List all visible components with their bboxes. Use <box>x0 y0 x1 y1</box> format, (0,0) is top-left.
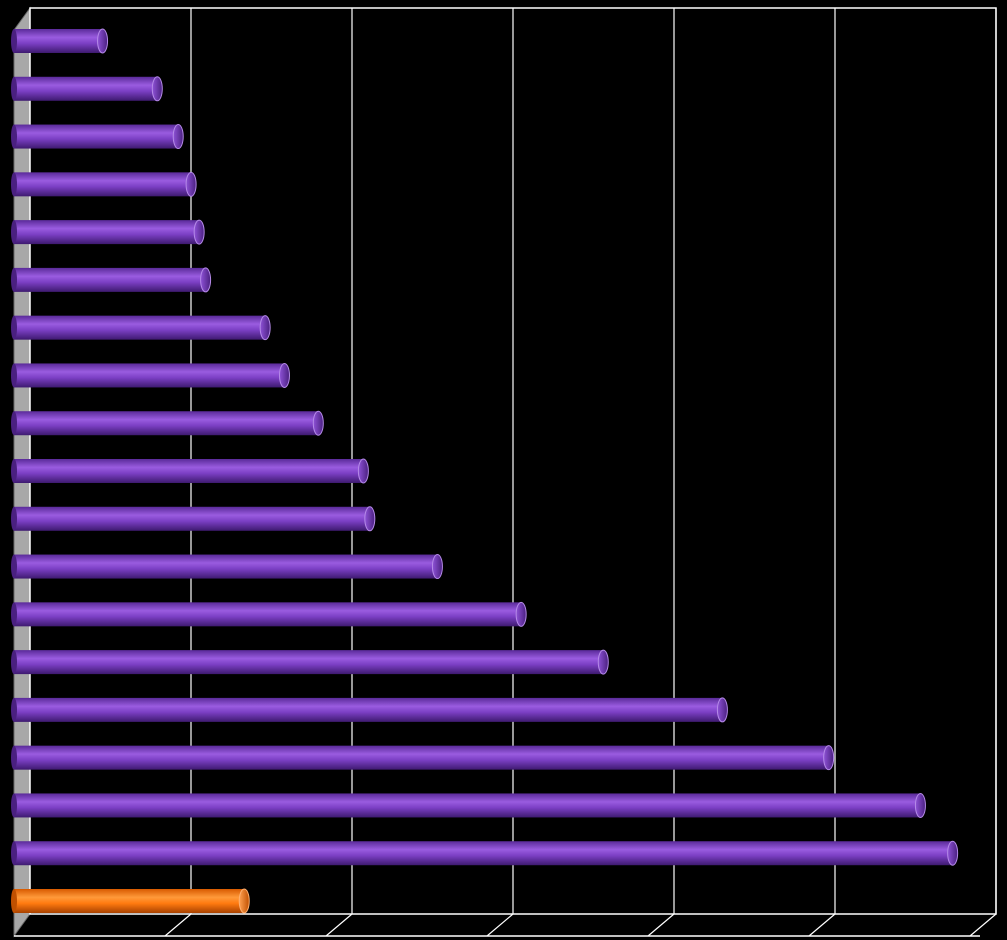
bar-start-cap <box>11 650 17 675</box>
bar <box>11 28 109 54</box>
bar <box>11 362 290 388</box>
bar-start-cap <box>11 506 17 531</box>
bar <box>11 76 163 102</box>
bar-end-cap <box>238 888 250 914</box>
gridline-floor-tick <box>808 913 836 937</box>
gridline-floor-tick <box>486 913 514 937</box>
bar-end-cap <box>97 28 109 54</box>
bar-end-cap <box>823 745 835 771</box>
bar-start-cap <box>11 602 17 627</box>
bar-end-cap <box>312 410 324 436</box>
bar <box>11 554 443 580</box>
bar-body <box>14 745 829 770</box>
bar-body <box>14 220 200 245</box>
bar-start-cap <box>11 841 17 866</box>
bar-start-cap <box>11 363 17 388</box>
bar-body <box>14 506 370 531</box>
bar-end-cap <box>947 840 959 866</box>
bar-body <box>14 697 723 722</box>
bar-end-cap <box>185 171 197 197</box>
bar <box>11 219 205 245</box>
bar-end-cap <box>193 219 205 245</box>
bar-start-cap <box>11 76 17 101</box>
bar-body <box>14 124 179 149</box>
gridline-floor-tick <box>647 913 675 937</box>
bar <box>11 601 527 627</box>
bar-start-cap <box>11 172 17 197</box>
bar-end-cap <box>172 124 184 150</box>
bar-end-cap <box>200 267 212 293</box>
bar <box>11 410 324 436</box>
bar-body <box>14 841 953 866</box>
bar-start-cap <box>11 267 17 292</box>
bar-body <box>14 411 319 436</box>
bar-body <box>14 459 364 483</box>
bar <box>11 649 609 675</box>
gridline-floor-tick <box>325 913 353 937</box>
bar-body <box>14 602 522 627</box>
bar-body <box>14 650 604 675</box>
bar-end-cap <box>151 76 163 102</box>
gridline-floor-tick <box>164 913 192 937</box>
bar-start-cap <box>11 459 17 483</box>
bar-body <box>14 315 266 340</box>
bar <box>11 267 212 293</box>
gridline-floor-tick <box>969 913 997 937</box>
bar-body <box>14 29 103 53</box>
bar-start-cap <box>11 124 17 149</box>
bar <box>11 840 959 866</box>
bar-body <box>14 554 438 579</box>
bar-body <box>14 889 245 913</box>
bar-start-cap <box>11 315 17 340</box>
bar-end-cap <box>278 362 290 388</box>
bar-end-cap <box>597 649 609 675</box>
bar <box>11 697 728 723</box>
bar-body <box>14 76 158 101</box>
bar-end-cap <box>515 601 527 627</box>
bar-end-cap <box>431 554 443 580</box>
bar-start-cap <box>11 411 17 436</box>
bar <box>11 745 835 771</box>
bar-start-cap <box>11 697 17 722</box>
bar-end-cap <box>914 792 926 818</box>
bar-body <box>14 363 285 388</box>
bars <box>11 28 959 914</box>
bar <box>11 171 197 197</box>
bar-end-cap <box>716 697 728 723</box>
bar <box>11 458 369 484</box>
bar-start-cap <box>11 793 17 818</box>
bar-body <box>14 267 206 292</box>
bar <box>11 315 271 341</box>
bar-start-cap <box>11 554 17 579</box>
bar-end-cap <box>259 315 271 341</box>
bar <box>11 506 376 532</box>
bar-body <box>14 793 921 818</box>
bar <box>11 792 926 818</box>
bar <box>11 124 184 150</box>
bar-start-cap <box>11 220 17 245</box>
bar-body <box>14 172 192 197</box>
bar-end-cap <box>364 506 376 532</box>
bar-start-cap <box>11 889 17 913</box>
bar-end-cap <box>357 458 369 484</box>
bar-highlight <box>11 888 250 914</box>
bar-start-cap <box>11 29 17 53</box>
bar-start-cap <box>11 745 17 770</box>
